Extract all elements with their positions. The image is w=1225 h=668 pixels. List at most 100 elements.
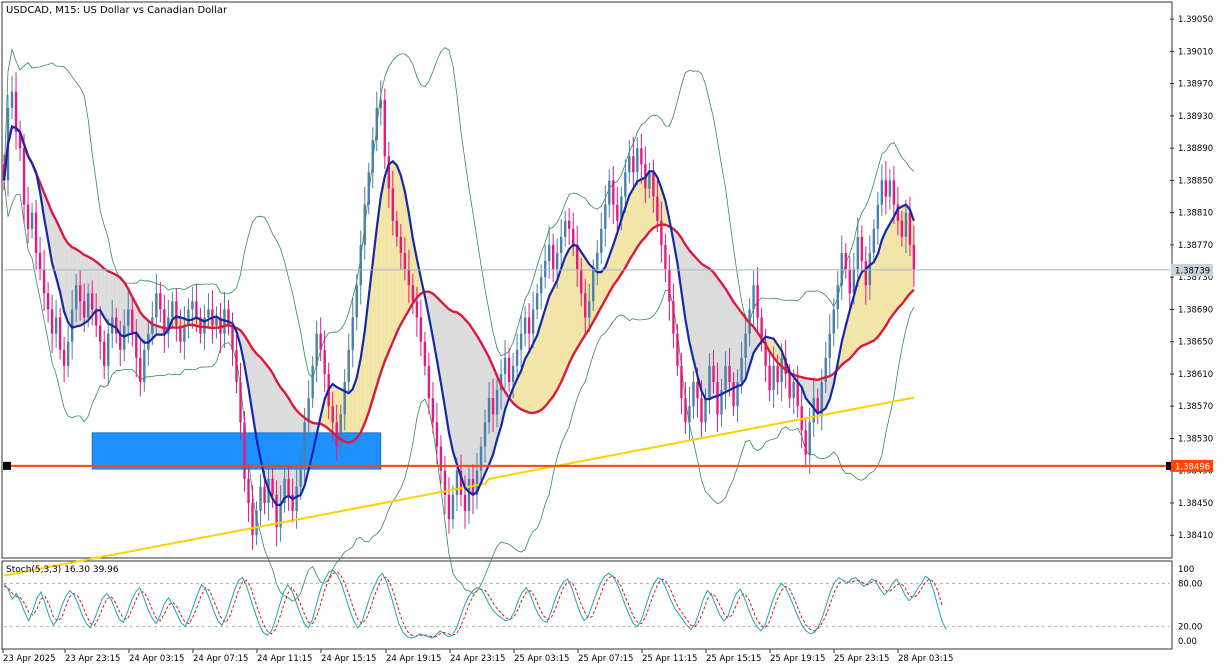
candle-body	[383, 99, 387, 157]
candle-body	[547, 244, 551, 262]
header-symbol: USDCAD	[6, 5, 49, 16]
candle-body	[439, 446, 443, 471]
candle-body	[34, 212, 38, 253]
candle-body	[187, 309, 190, 326]
candle-body	[347, 349, 350, 383]
candle-body	[624, 172, 627, 197]
candle-body	[608, 180, 611, 205]
y-tick-label: 1.38410	[1178, 531, 1213, 541]
candle-body	[559, 236, 563, 253]
candle-body	[640, 148, 643, 165]
cloud-segment	[428, 291, 433, 338]
candle-body	[359, 244, 362, 286]
y-tick-label: 1.39010	[1178, 47, 1213, 57]
candle-body	[543, 261, 547, 278]
y-tick-label: 1.39050	[1178, 15, 1213, 25]
candle-body	[82, 301, 86, 318]
x-tick-label: 25 Apr 15:15	[706, 654, 761, 664]
candle-body	[407, 269, 411, 286]
candle-body	[592, 269, 595, 302]
cloud-segment	[264, 362, 269, 490]
cloud-segment	[404, 191, 409, 318]
candle-body	[483, 422, 487, 447]
candle-body	[604, 204, 607, 229]
cloud-segment	[561, 257, 566, 383]
candle-body	[692, 382, 695, 407]
candle-body	[880, 180, 884, 205]
candle-body	[836, 285, 839, 310]
candle-body	[596, 252, 599, 270]
candle-body	[796, 382, 799, 407]
candle-body	[876, 204, 880, 229]
candlesticks	[2, 72, 916, 550]
candle-body	[319, 333, 322, 350]
cloud-segment	[64, 237, 69, 323]
candle-body	[203, 317, 206, 334]
x-tick-label: 24 Apr 15:15	[321, 654, 376, 664]
candle-body	[443, 470, 447, 495]
candle-body	[215, 317, 218, 326]
cloud-segment	[861, 269, 866, 346]
candle-body	[339, 414, 342, 447]
candle-body	[648, 172, 651, 189]
cloud-segment	[893, 208, 898, 314]
candle-body	[752, 285, 755, 310]
candle-body	[447, 494, 451, 520]
cloud-segment	[472, 329, 478, 495]
x-tick-label: 24 Apr 03:15	[129, 654, 184, 664]
candle-body	[776, 365, 779, 383]
candle-body	[680, 365, 683, 399]
candle-body	[812, 398, 815, 423]
candle-body	[283, 478, 286, 503]
cloud-segment	[597, 272, 602, 315]
candle-body	[139, 357, 142, 383]
candle-body	[740, 357, 743, 383]
candle-body	[263, 486, 266, 503]
x-tick-label: 23 Apr 2025	[3, 654, 56, 664]
cloud-segment	[637, 179, 642, 248]
cloud-segment	[697, 259, 702, 392]
candle-body	[455, 470, 459, 495]
cloud-segment	[104, 268, 109, 324]
candle-body	[387, 156, 391, 189]
cloud-segment	[56, 220, 61, 293]
candle-body	[491, 398, 495, 415]
candle-body	[632, 156, 635, 173]
bollinger-upper-line	[3, 47, 915, 379]
candle-body	[227, 309, 230, 326]
ma-blue-line	[2, 125, 915, 507]
candle-body	[535, 293, 539, 310]
ma-gold-line	[3, 396, 915, 577]
cloud-segment	[452, 311, 457, 465]
candle-body	[391, 188, 395, 221]
x-tick-label: 25 Apr 19:15	[770, 654, 825, 664]
candle-body	[672, 301, 675, 334]
candle-body	[527, 317, 531, 334]
candle-body	[219, 317, 222, 334]
x-tick-label: 25 Apr 03:15	[514, 654, 569, 664]
cloud-segment	[501, 384, 506, 427]
candle-body	[808, 422, 811, 455]
candle-body	[62, 349, 66, 366]
cloud-segment	[464, 319, 469, 492]
current-price-tag	[1171, 263, 1213, 276]
candle-body	[371, 140, 374, 173]
cloud-segment	[525, 351, 530, 413]
candle-body	[295, 486, 298, 512]
candle-body	[159, 293, 162, 310]
bollinger-lower-line	[3, 180, 915, 602]
cloud-segment	[681, 237, 686, 320]
candle-body	[18, 132, 22, 149]
candle-body	[311, 365, 314, 399]
candle-body	[563, 220, 567, 237]
cloud-segment	[244, 335, 249, 389]
x-tick-label: 24 Apr 19:15	[386, 654, 441, 664]
candle-body	[523, 317, 527, 334]
stoch-axis-label: 20.00	[1178, 623, 1202, 633]
cloud-segment	[877, 239, 882, 337]
cloud-segment	[120, 277, 125, 337]
candle-body	[395, 220, 399, 237]
candle-body	[271, 478, 274, 495]
candle-body	[519, 333, 523, 350]
